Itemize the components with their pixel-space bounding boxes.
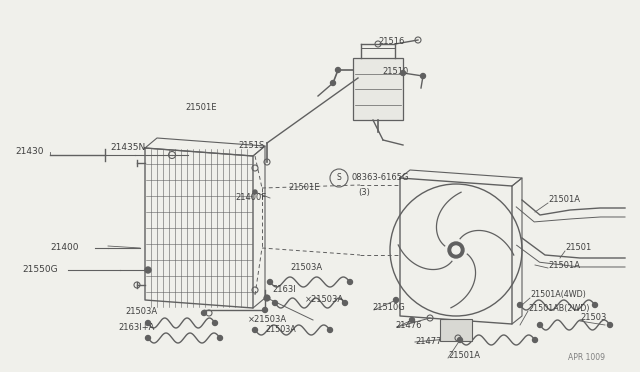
Circle shape (348, 279, 353, 285)
Text: 21550G: 21550G (22, 264, 58, 273)
Text: 21501E: 21501E (288, 183, 319, 192)
Circle shape (145, 267, 151, 273)
Circle shape (335, 67, 340, 73)
Text: 21516: 21516 (378, 38, 404, 46)
Text: 21476: 21476 (395, 321, 422, 330)
Circle shape (328, 327, 333, 333)
Circle shape (458, 337, 463, 343)
Text: APR 1009: APR 1009 (568, 353, 605, 362)
Circle shape (452, 246, 460, 254)
Circle shape (253, 190, 257, 194)
Text: ×21503A: ×21503A (305, 295, 344, 305)
Circle shape (410, 317, 415, 323)
Circle shape (342, 301, 348, 305)
Text: 21503: 21503 (580, 314, 606, 323)
Circle shape (262, 308, 268, 312)
Circle shape (532, 337, 538, 343)
Circle shape (401, 71, 406, 76)
Circle shape (420, 74, 426, 78)
Text: 2163I+A: 2163I+A (118, 323, 154, 331)
Circle shape (218, 336, 223, 340)
Circle shape (273, 301, 278, 305)
Text: (3): (3) (358, 187, 370, 196)
Text: 21501A: 21501A (448, 350, 480, 359)
Text: 21430: 21430 (15, 148, 44, 157)
Bar (353, 58, 403, 120)
Text: 21510G: 21510G (372, 304, 404, 312)
Bar (440, 319, 472, 341)
Text: 21435N: 21435N (110, 144, 145, 153)
Circle shape (268, 279, 273, 285)
Text: 21501: 21501 (565, 244, 591, 253)
Circle shape (145, 336, 150, 340)
Text: ×21503A: ×21503A (248, 315, 287, 324)
Text: 21477: 21477 (415, 337, 442, 346)
Circle shape (202, 311, 207, 315)
Circle shape (330, 80, 335, 86)
Circle shape (538, 323, 543, 327)
Text: 2151S: 2151S (238, 141, 264, 150)
Circle shape (145, 321, 150, 326)
Circle shape (253, 327, 257, 333)
Circle shape (518, 302, 522, 308)
Circle shape (607, 323, 612, 327)
Circle shape (593, 302, 598, 308)
Text: 21501E: 21501E (185, 103, 216, 112)
Text: 21503A: 21503A (290, 263, 322, 272)
Text: 21503A: 21503A (125, 308, 157, 317)
Text: 08363-6165G: 08363-6165G (352, 173, 410, 183)
Text: 2163I: 2163I (272, 285, 296, 295)
Text: S: S (337, 173, 341, 183)
Text: 21503A: 21503A (265, 326, 296, 334)
Text: 21501A(4WD): 21501A(4WD) (530, 291, 586, 299)
Circle shape (212, 321, 218, 326)
Text: 21400: 21400 (50, 244, 79, 253)
Text: 21501A: 21501A (548, 196, 580, 205)
Circle shape (448, 242, 464, 258)
Circle shape (264, 295, 269, 301)
Text: 21510: 21510 (382, 67, 408, 77)
Text: 21400F: 21400F (235, 193, 266, 202)
Circle shape (394, 298, 399, 302)
Text: 21501AB(2WD): 21501AB(2WD) (528, 304, 589, 312)
Text: 21501A: 21501A (548, 260, 580, 269)
